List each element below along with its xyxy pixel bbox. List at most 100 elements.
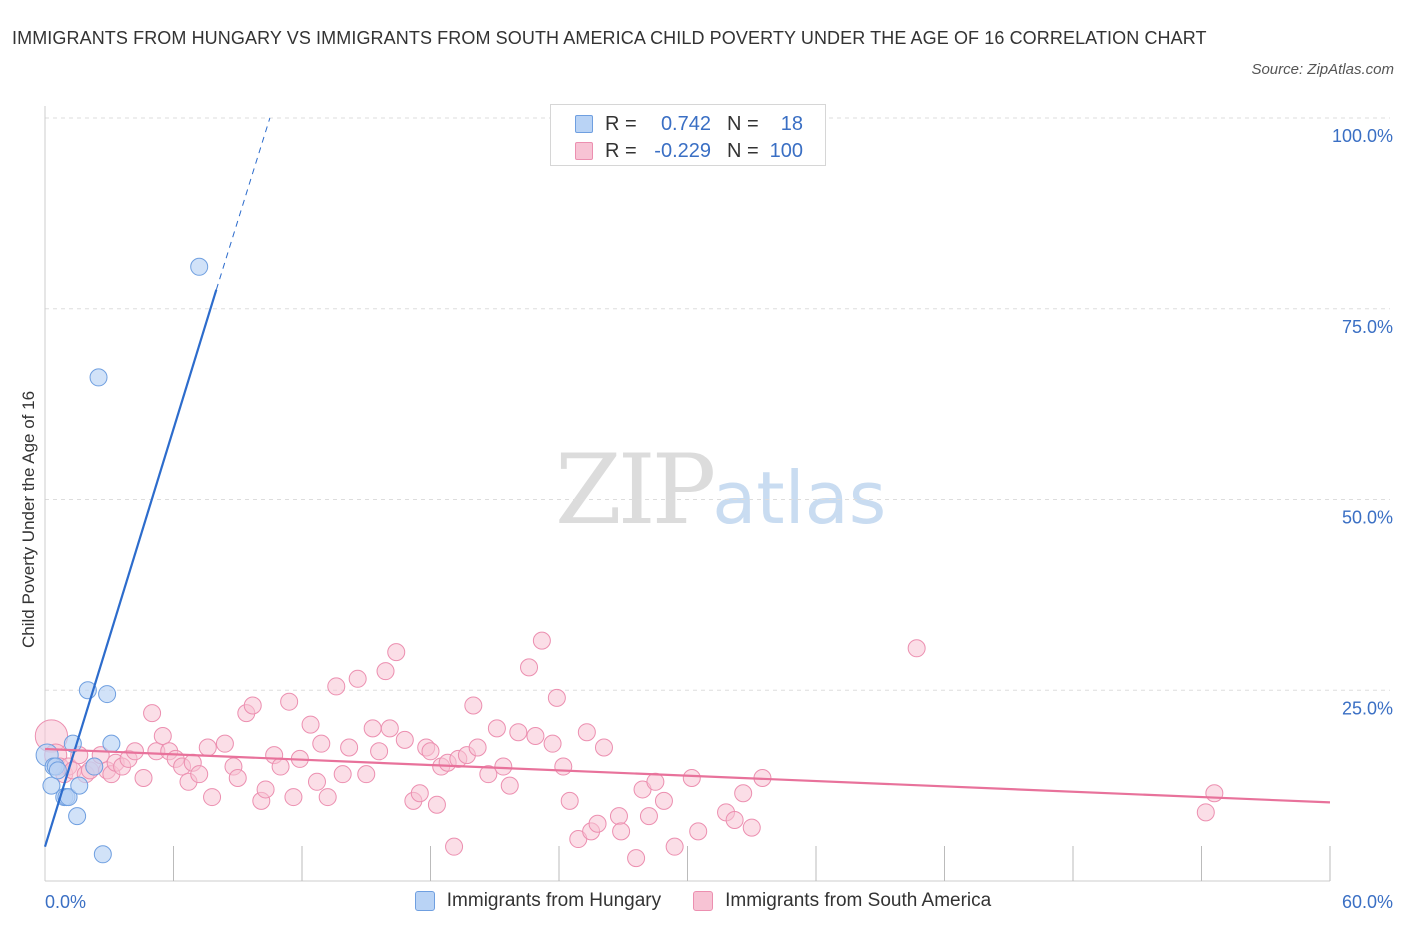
sa-point (376, 662, 395, 681)
sa-point (479, 765, 498, 784)
sa-point (284, 788, 303, 807)
sa-point (520, 658, 539, 677)
sa-point (487, 719, 506, 738)
sa-point (256, 780, 275, 799)
x-tick-label: 0.0% (45, 892, 86, 912)
sa-point (271, 757, 290, 776)
sa-point (427, 795, 446, 814)
source-label: Source: ZipAtlas.com (1251, 61, 1394, 78)
sa-point (348, 669, 367, 688)
legend-label-hungary: Immigrants from Hungary (446, 890, 662, 911)
hungary-point (68, 807, 87, 826)
sa-point (464, 696, 483, 715)
hungary-point (89, 368, 108, 387)
sa-point (1205, 784, 1224, 803)
sa-point (654, 791, 673, 810)
y-axis-label: Child Poverty Under the Age of 16 (19, 391, 38, 648)
legend-r-label: R = (605, 139, 637, 162)
sa-point (340, 738, 359, 757)
sa-point (725, 810, 744, 829)
sa-point (312, 734, 331, 753)
sa-point (301, 715, 320, 734)
y-tick-label: 100.0% (1332, 126, 1393, 146)
y-tick-label: 25.0% (1342, 698, 1393, 718)
hungary-point (98, 685, 117, 704)
sa-point (689, 822, 708, 841)
sa-point (190, 765, 209, 784)
hungary-point (102, 734, 121, 753)
sa-point (627, 849, 646, 868)
legend-swatch-hungary (414, 891, 435, 911)
sa-point (1196, 803, 1215, 822)
sa-trend-line (44, 747, 1331, 804)
sa-point (203, 788, 222, 807)
legend-swatch-sa (575, 142, 593, 160)
y-tick-label: 50.0% (1342, 508, 1393, 528)
sa-point (639, 807, 658, 826)
sa-point (228, 768, 247, 787)
series-legend: Immigrants from Hungary Immigrants from … (0, 890, 1406, 912)
sa-point (588, 814, 607, 833)
grid (45, 117, 1390, 691)
hungary-trend-line (43, 289, 218, 847)
hungary-point (93, 845, 112, 864)
hungary-point (190, 257, 209, 276)
legend-swatch-hungary (575, 115, 593, 133)
sa-point (280, 692, 299, 711)
sa-point (243, 696, 262, 715)
hungary-point (85, 757, 104, 776)
legend-n-label: N = (727, 112, 759, 135)
axes (44, 106, 1331, 882)
sa-points (34, 631, 1224, 868)
sa-point (526, 727, 545, 746)
sa-point (153, 727, 172, 746)
legend-label-sa: Immigrants from South America (725, 890, 992, 911)
trend-lines (43, 117, 1331, 847)
legend-item-sa[interactable]: Immigrants from South America (693, 890, 991, 912)
sa-point (143, 704, 162, 723)
x-tick-label: 60.0% (1342, 892, 1393, 912)
sa-point (410, 784, 429, 803)
sa-point (665, 837, 684, 856)
sa-point (387, 643, 406, 662)
sa-point (577, 723, 596, 742)
legend-row-sa: R = -0.229 N = 100 (575, 139, 803, 163)
chart-title: IMMIGRANTS FROM HUNGARY VS IMMIGRANTS FR… (12, 28, 1207, 48)
sa-point (682, 768, 701, 787)
hungary-trend-extension (215, 117, 271, 290)
legend-r-label: R = (605, 112, 637, 135)
sa-point (357, 765, 376, 784)
watermark-zip: ZIP (555, 434, 716, 546)
sa-point (547, 688, 566, 707)
correlation-legend: R = 0.742 N = 18 R = -0.229 N = 100 (550, 104, 826, 166)
sa-point (363, 719, 382, 738)
sa-point (421, 742, 440, 761)
sa-point (560, 791, 579, 810)
sa-point (134, 768, 153, 787)
sa-point (327, 677, 346, 696)
hungary-point (48, 761, 67, 780)
sa-point (307, 772, 326, 791)
sa-point (318, 788, 337, 807)
sa-point (532, 631, 551, 650)
sa-point (125, 742, 144, 761)
sa-point (554, 757, 573, 776)
sa-point (215, 734, 234, 753)
sa-point (543, 734, 562, 753)
legend-row-hungary: R = 0.742 N = 18 (575, 112, 803, 136)
watermark: ZIPatlas (555, 440, 886, 548)
sa-point (445, 837, 464, 856)
sa-point (509, 723, 528, 742)
sa-point (612, 822, 631, 841)
legend-n-label: N = (727, 139, 759, 162)
sa-point (500, 776, 519, 795)
hungary-point (42, 776, 61, 795)
legend-r-value: 0.742 (660, 112, 711, 135)
legend-item-hungary[interactable]: Immigrants from Hungary (414, 890, 662, 912)
legend-r-value: -0.229 (654, 139, 711, 162)
hungary-point (70, 776, 89, 795)
sa-point (646, 772, 665, 791)
sa-point (609, 807, 628, 826)
sa-point (494, 757, 513, 776)
